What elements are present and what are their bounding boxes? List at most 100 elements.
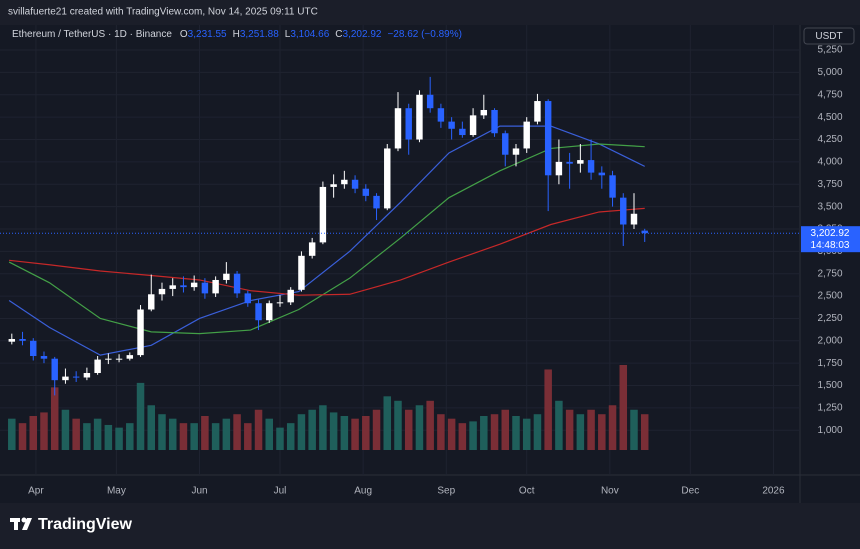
candle-body — [502, 133, 509, 155]
volume-bar — [533, 414, 542, 450]
y-tick-label: 5,250 — [817, 45, 842, 56]
y-tick-label: 1,500 — [817, 380, 842, 391]
time-axis — [0, 475, 860, 503]
volume-bar — [72, 418, 80, 450]
candle-body — [480, 109, 488, 116]
candle-body — [341, 179, 348, 185]
moving-average — [8, 143, 645, 335]
currency: USDT — [815, 31, 842, 42]
attribution: svillafuerte21 created with TradingView.… — [8, 7, 318, 18]
volume-bar — [565, 409, 574, 450]
volume-bar — [136, 382, 145, 450]
candle-body — [169, 285, 176, 289]
logo-mark — [14, 518, 18, 530]
logo — [10, 517, 32, 530]
candle-body — [512, 148, 520, 155]
candle-body — [534, 101, 541, 122]
candle-body — [362, 188, 370, 196]
candle-body — [233, 273, 241, 294]
volume-bar — [490, 414, 499, 450]
volume-bar — [437, 414, 445, 450]
x-tick-label: Apr — [28, 486, 44, 497]
y-tick-label: 3,500 — [817, 201, 842, 212]
volume-bar — [276, 427, 284, 450]
x-tick-label: 2026 — [762, 486, 785, 497]
volume-bar — [83, 423, 91, 450]
candle-body — [266, 303, 273, 321]
volume-bar — [222, 418, 231, 450]
y-tick-label: 2,750 — [817, 268, 842, 279]
candle-body — [426, 94, 434, 109]
volume-bar — [544, 369, 552, 450]
candle-body — [469, 115, 477, 136]
volume-bar — [394, 400, 402, 450]
volume-bar — [265, 418, 274, 450]
candle-body — [83, 373, 91, 378]
volume-bar — [426, 400, 434, 450]
y-tick-label: 3,750 — [817, 179, 842, 190]
candle-body — [212, 279, 219, 294]
y-tick-label: 1,250 — [817, 403, 842, 414]
candle-body — [373, 195, 380, 209]
logo-mark — [21, 517, 27, 523]
candle-body — [437, 108, 445, 122]
candle-body — [30, 340, 37, 357]
candle-body — [319, 186, 327, 243]
candle-body — [8, 339, 16, 342]
candle-body — [51, 358, 58, 381]
y-tick-label: 4,000 — [817, 157, 842, 168]
x-tick-label: Jul — [274, 486, 287, 497]
volume-bar — [362, 416, 370, 450]
volume-bar — [576, 414, 585, 450]
volume-bar — [640, 414, 649, 450]
candle-body — [255, 303, 262, 321]
ohlc-letter: C — [335, 29, 342, 40]
volume-bar — [147, 405, 156, 450]
x-tick-label: Dec — [681, 486, 699, 497]
y-tick-label: 4,500 — [817, 112, 842, 123]
price-tag-label: 3,202.92 — [811, 228, 850, 239]
volume-bar — [233, 414, 241, 450]
candle-body — [72, 376, 80, 378]
volume-bar — [608, 405, 617, 450]
volume-bar — [598, 414, 606, 450]
candle-body — [394, 108, 402, 149]
volume-bar — [480, 416, 488, 450]
volume-bar — [286, 423, 295, 450]
y-tick-label: 1,000 — [817, 425, 842, 436]
candle-body — [544, 101, 552, 176]
volume-bar — [18, 423, 27, 450]
candle-body — [126, 355, 134, 359]
moving-average — [9, 207, 645, 296]
candle-body — [620, 197, 627, 225]
x-tick-label: Sep — [437, 486, 455, 497]
ohlc-letter: H — [233, 29, 240, 40]
volume-bar — [469, 421, 477, 450]
candle-body — [405, 108, 412, 140]
candle-body — [609, 175, 616, 198]
y-tick-label: 2,000 — [817, 335, 842, 346]
candle-body — [201, 282, 209, 294]
logo-mark — [22, 518, 32, 530]
candle-body — [523, 121, 530, 149]
candle-body — [308, 242, 316, 256]
candle-body — [577, 160, 584, 164]
legend: Ethereum / TetherUS · 1D · Binance O3,231… — [12, 29, 462, 40]
brand: TradingView — [38, 516, 133, 533]
volume-bar — [126, 423, 134, 450]
volume-bar — [244, 423, 252, 450]
y-tick-label: 1,750 — [817, 358, 842, 369]
x-tick-label: Aug — [354, 486, 372, 497]
candle-body — [62, 376, 69, 381]
y-tick-label: 2,250 — [817, 313, 842, 324]
x-tick-label: May — [107, 486, 126, 497]
candle-body — [137, 309, 144, 356]
ohlc-value: 3,202.92 — [343, 29, 382, 40]
volume-bar — [50, 387, 59, 450]
y-tick-label: 4,750 — [817, 89, 842, 100]
symbol: Ethereum / TetherUS · 1D · Binance — [12, 29, 172, 40]
volume-bar — [8, 418, 16, 450]
volume-bar — [93, 418, 102, 450]
